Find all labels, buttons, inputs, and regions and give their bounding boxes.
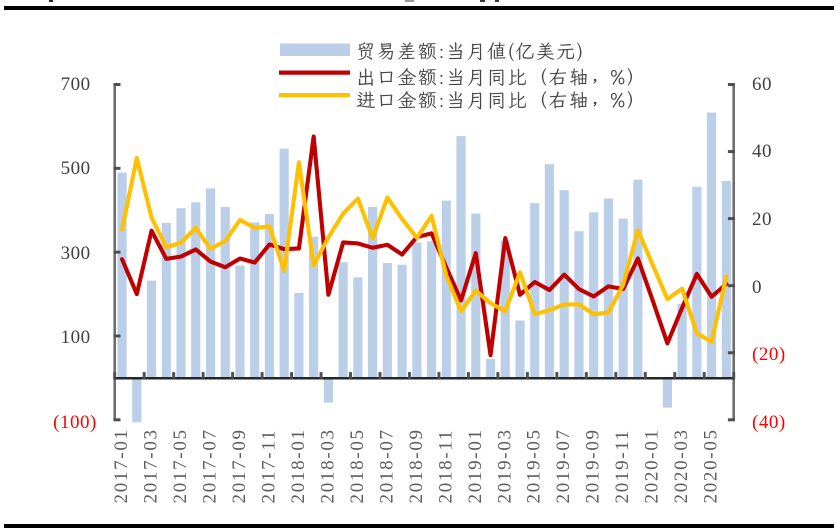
svg-text:2017-11: 2017-11 [258, 429, 279, 504]
svg-text:2018-01: 2018-01 [288, 428, 309, 503]
svg-text:2018-07: 2018-07 [376, 428, 397, 503]
svg-text:2020-03: 2020-03 [671, 428, 692, 503]
svg-text:2020-05: 2020-05 [701, 428, 722, 503]
svg-text:2018-03: 2018-03 [317, 428, 338, 503]
svg-text:2019-09: 2019-09 [583, 428, 604, 503]
svg-text:2019-03: 2019-03 [494, 428, 515, 503]
svg-text:2018-11: 2018-11 [435, 429, 456, 504]
svg-text:2020-01: 2020-01 [642, 428, 663, 503]
svg-text:2019-05: 2019-05 [524, 428, 545, 503]
svg-text:2017-01: 2017-01 [111, 428, 132, 503]
svg-text:2017-07: 2017-07 [200, 428, 221, 503]
svg-text:2017-03: 2017-03 [141, 428, 162, 503]
svg-text:2018-09: 2018-09 [406, 428, 427, 503]
svg-text:2019-07: 2019-07 [553, 428, 574, 503]
svg-text:2017-09: 2017-09 [229, 428, 250, 503]
svg-text:2019-11: 2019-11 [612, 429, 633, 504]
svg-text:2018-05: 2018-05 [347, 428, 368, 503]
svg-text:2019-01: 2019-01 [465, 428, 486, 503]
svg-text:2017-05: 2017-05 [170, 428, 191, 503]
